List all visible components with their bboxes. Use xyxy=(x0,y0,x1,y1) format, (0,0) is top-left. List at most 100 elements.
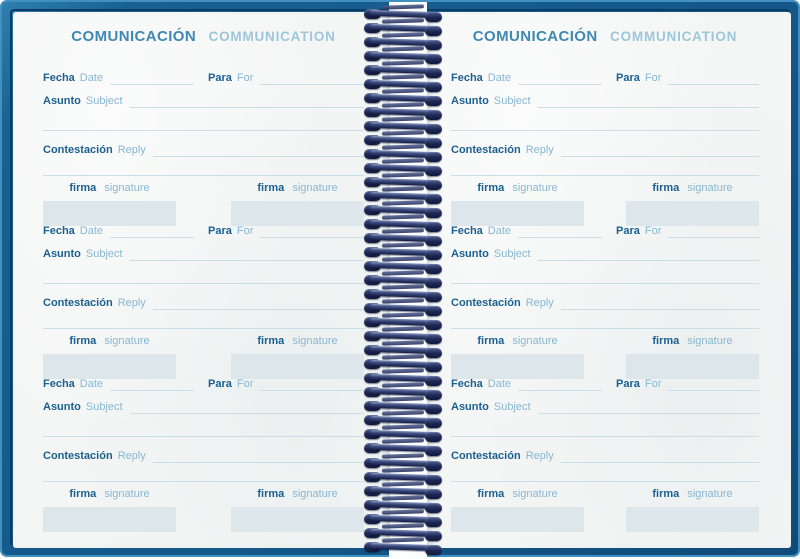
fecha-label: Fecha xyxy=(43,378,75,390)
contestacion-row: Contestación Reply xyxy=(43,142,364,157)
spiral-front-wire xyxy=(369,234,437,243)
spiral-front-wire xyxy=(369,93,437,103)
signature-label: signature xyxy=(512,182,558,194)
spiral-front-wire xyxy=(369,402,437,411)
spiral-front-wire xyxy=(369,500,437,509)
spiral-loop xyxy=(364,242,442,261)
signature-box xyxy=(231,354,364,379)
para-label: Para xyxy=(616,72,640,84)
for-write-line xyxy=(668,380,759,391)
asunto-label: Asunto xyxy=(451,95,489,107)
spiral-front-wire xyxy=(369,107,437,117)
spiral-back-wire xyxy=(381,424,425,431)
spiral-loop xyxy=(364,438,442,457)
spiral-loop xyxy=(364,144,442,163)
spiral-front-wire xyxy=(369,79,437,89)
date-write-line xyxy=(110,74,195,85)
spiral-binding xyxy=(364,4,442,555)
spiral-front-wire xyxy=(369,65,437,75)
spiral-loop xyxy=(364,46,442,65)
spiral-back-wire xyxy=(381,46,425,52)
contestacion-label: Contestación xyxy=(451,144,521,156)
spiral-back-wire xyxy=(381,18,425,24)
for-label: For xyxy=(644,378,662,390)
spiral-back-wire xyxy=(381,466,425,473)
communication-form-section: Fecha Date Para For Asunto Subject Conte… xyxy=(43,223,364,379)
signature-box xyxy=(626,507,759,532)
signature-cell-left: firma signature xyxy=(451,488,584,532)
para-label: Para xyxy=(208,378,232,390)
firma-label: firma xyxy=(477,335,505,347)
spiral-loop xyxy=(364,312,442,331)
signature-box xyxy=(451,507,584,532)
reply-label: Reply xyxy=(117,144,146,156)
signature-cell-right: firma signature xyxy=(231,182,364,226)
subject-label: Subject xyxy=(493,401,531,413)
contestacion-label: Contestación xyxy=(43,297,113,309)
signature-box xyxy=(626,201,759,226)
spiral-front-wire xyxy=(369,51,437,61)
spiral-loop xyxy=(364,88,442,107)
spiral-front-wire xyxy=(369,150,437,159)
signature-label: signature xyxy=(687,335,733,347)
firma-label: firma xyxy=(257,488,285,500)
spiral-loop xyxy=(364,4,442,22)
firma-label: firma xyxy=(652,488,680,500)
spiral-back-wire xyxy=(381,354,425,361)
spiral-front-wire xyxy=(369,486,437,495)
spiral-loop xyxy=(364,536,442,555)
signature-cell-left: firma signature xyxy=(451,182,584,226)
date-label: Date xyxy=(487,72,512,84)
spiral-loop xyxy=(364,116,442,135)
reply-continuation-line xyxy=(43,328,364,329)
firma-signature-label: firma signature xyxy=(451,335,584,349)
date-write-line xyxy=(518,227,603,238)
spiral-front-wire xyxy=(369,346,437,355)
spiral-front-wire xyxy=(369,542,437,551)
firma-label: firma xyxy=(257,182,285,194)
spiral-loop xyxy=(364,452,442,471)
fecha-para-row: Fecha Date Para For xyxy=(451,70,759,85)
spiral-loop xyxy=(364,32,442,51)
subject-continuation-line xyxy=(43,436,364,437)
page-title-english: COMMUNICATION xyxy=(208,29,336,44)
spiral-back-wire xyxy=(381,172,425,178)
spiral-loop xyxy=(364,480,442,499)
subject-label: Subject xyxy=(85,248,123,260)
reply-write-line xyxy=(560,146,759,157)
page-title: COMUNICACIÓN COMMUNICATION xyxy=(43,28,364,48)
firma-label: firma xyxy=(257,335,285,347)
spiral-loop xyxy=(364,172,442,191)
date-write-line xyxy=(518,380,603,391)
spiral-loop xyxy=(364,186,442,205)
firma-signature-label: firma signature xyxy=(43,335,176,349)
for-label: For xyxy=(236,72,254,84)
spiral-front-wire xyxy=(369,388,437,397)
subject-continuation-line xyxy=(43,283,364,284)
spiral-loop xyxy=(364,340,442,359)
spiral-front-wire xyxy=(369,121,437,131)
signature-box xyxy=(231,201,364,226)
spiral-back-wire xyxy=(381,200,425,206)
date-write-line xyxy=(518,74,603,85)
spiral-front-wire xyxy=(369,290,437,299)
spiral-back-wire xyxy=(381,102,425,108)
spiral-back-wire xyxy=(381,522,425,529)
signature-label: signature xyxy=(292,335,338,347)
firma-signature-label: firma signature xyxy=(43,488,176,502)
asunto-label: Asunto xyxy=(43,95,81,107)
spiral-front-wire xyxy=(369,206,437,215)
signature-box xyxy=(231,507,364,532)
reply-continuation-line xyxy=(451,481,759,482)
asunto-label: Asunto xyxy=(451,401,489,413)
spiral-back-wire xyxy=(381,396,425,403)
firma-signature-label: firma signature xyxy=(626,335,759,349)
communication-form-section: Fecha Date Para For Asunto Subject Conte… xyxy=(43,376,364,532)
reply-write-line xyxy=(560,452,759,463)
firma-signature-label: firma signature xyxy=(231,182,364,196)
reply-label: Reply xyxy=(117,450,146,462)
spiral-back-wire xyxy=(381,368,425,375)
spiral-loop xyxy=(364,298,442,317)
spiral-front-wire xyxy=(369,318,437,327)
spiral-back-wire xyxy=(381,480,425,487)
